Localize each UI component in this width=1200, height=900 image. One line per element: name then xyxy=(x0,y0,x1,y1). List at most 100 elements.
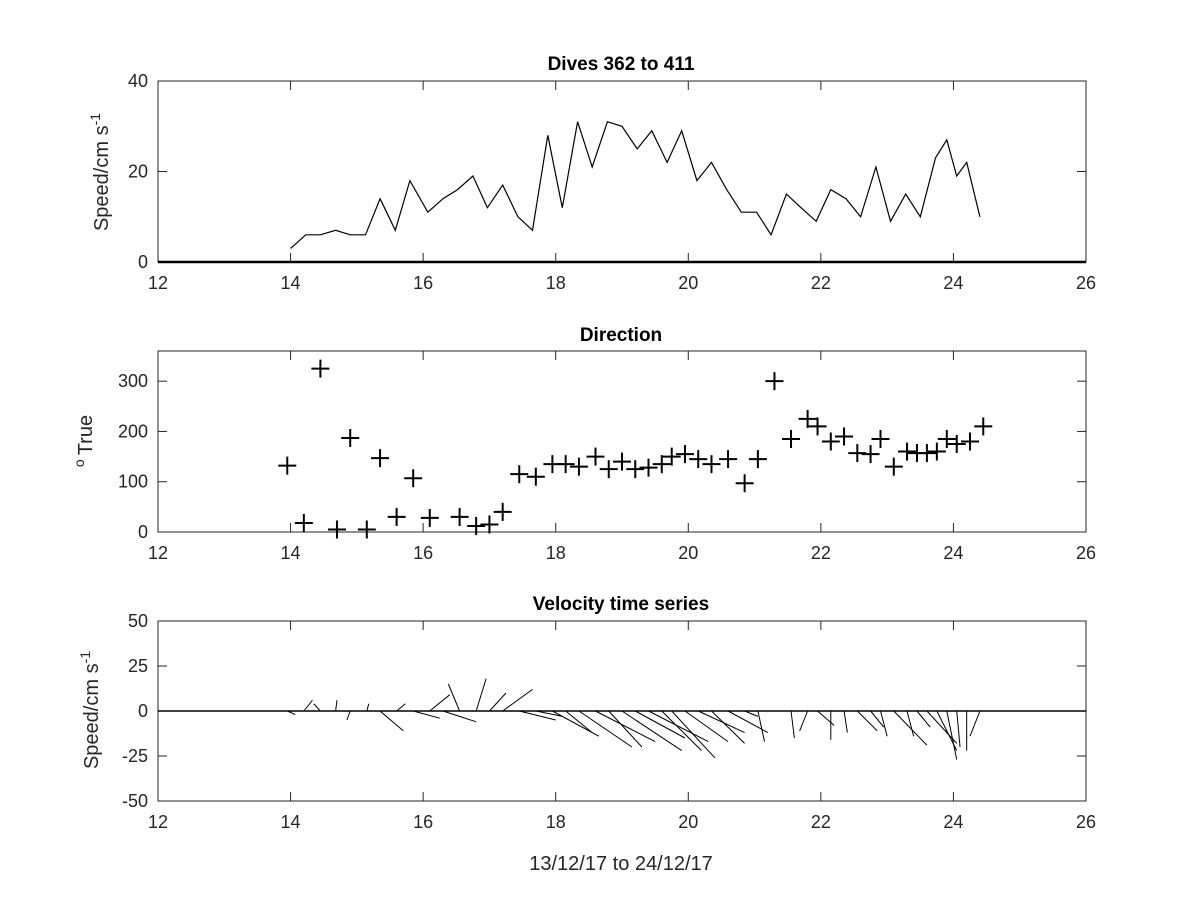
direction-point xyxy=(599,460,618,479)
direction-point xyxy=(898,442,917,461)
direction-point xyxy=(569,457,588,476)
direction-point xyxy=(357,520,376,539)
direction-point xyxy=(294,513,313,532)
direction-point xyxy=(848,444,867,463)
speed-chart-title: Dives 362 to 411 xyxy=(548,54,695,75)
direction-point xyxy=(662,447,681,466)
velocity-stick xyxy=(608,710,643,748)
velocity-stick xyxy=(956,710,961,748)
direction-point xyxy=(961,432,979,451)
velocity-y-tick-label: 50 xyxy=(128,611,148,631)
direction-point xyxy=(835,427,854,446)
direction-point xyxy=(371,449,390,468)
direction-point xyxy=(510,465,529,484)
direction-point xyxy=(735,474,754,493)
speed-y-axis-label-superscript: -1 xyxy=(87,113,103,126)
direction-point xyxy=(652,455,671,474)
direction-y-tick-label: 100 xyxy=(118,472,148,492)
velocity-stick xyxy=(870,710,885,728)
velocity-stick xyxy=(635,710,686,739)
direction-axes-box xyxy=(157,350,1087,533)
velocity-x-axis-label: 13/12/17 to 24/12/17 xyxy=(529,853,713,875)
direction-y-tick-label: 0 xyxy=(138,522,148,542)
direction-point xyxy=(420,508,439,527)
velocity-stick xyxy=(396,703,406,712)
speed-x-tick-label: 18 xyxy=(546,273,566,293)
speed-x-tick-label: 24 xyxy=(943,273,963,293)
direction-point xyxy=(675,445,694,464)
velocity-y-tick-label: -50 xyxy=(122,791,148,811)
velocity-stick xyxy=(817,710,835,726)
direction-point xyxy=(808,417,827,436)
velocity-stick xyxy=(698,710,745,734)
direction-point xyxy=(526,467,545,486)
direction-x-tick-label: 18 xyxy=(546,543,566,563)
velocity-y-tick-label: 0 xyxy=(138,701,148,721)
speed-y-tick-label: 20 xyxy=(128,162,148,182)
velocity-stick xyxy=(684,710,729,743)
velocity-stick xyxy=(578,710,633,748)
speed-y-axis-label-text: Speed/cm s xyxy=(91,125,113,231)
direction-x-tick-label: 12 xyxy=(148,543,168,563)
velocity-x-tick-label: 24 xyxy=(943,812,963,832)
velocity-x-tick-label: 22 xyxy=(811,812,831,832)
velocity-chart-title: Velocity time series xyxy=(533,594,709,615)
direction-point xyxy=(917,444,936,463)
velocity-stick xyxy=(565,710,593,733)
direction-point xyxy=(871,429,890,448)
direction-point xyxy=(480,515,499,534)
speed-y-axis-label: Speed/cm s-1 xyxy=(87,113,113,231)
speed-y-tick-label: 40 xyxy=(128,71,148,91)
direction-y-axis-label: o True xyxy=(71,415,97,467)
velocity-stick xyxy=(429,694,450,712)
direction-point xyxy=(341,428,360,447)
velocity-stick xyxy=(303,699,313,712)
direction-point xyxy=(586,447,605,466)
velocity-panel: Velocity time series Speed/cm s-1 13/12/… xyxy=(77,594,1096,875)
direction-point xyxy=(748,450,767,469)
speed-series-line xyxy=(290,120,981,249)
velocity-stick xyxy=(489,692,507,712)
velocity-x-tick-label: 20 xyxy=(678,812,698,832)
velocity-stick xyxy=(727,710,769,734)
velocity-stick xyxy=(621,710,682,752)
direction-y-axis-label-superscript: o xyxy=(71,459,87,467)
direction-point xyxy=(719,450,738,469)
speed-x-tick-label: 20 xyxy=(678,273,698,293)
velocity-stick xyxy=(799,710,809,731)
velocity-stick xyxy=(519,710,556,721)
velocity-stick xyxy=(916,710,931,728)
direction-y-tick-label: 200 xyxy=(118,421,148,441)
velocity-stick xyxy=(447,683,461,712)
direction-point xyxy=(884,457,903,476)
velocity-stick xyxy=(413,710,440,719)
direction-point xyxy=(765,372,784,391)
velocity-stick xyxy=(843,710,848,733)
direction-point xyxy=(947,435,966,454)
velocity-x-tick-label: 12 xyxy=(148,812,168,832)
direction-x-tick-label: 26 xyxy=(1076,543,1096,563)
velocity-stick xyxy=(535,710,563,717)
velocity-stick xyxy=(880,710,888,737)
velocity-stick xyxy=(648,710,709,743)
velocity-y-tick-label: -25 xyxy=(122,746,148,766)
direction-plot-area: 12 14 16 18 20 22 24 26 0 100 200 300 xyxy=(118,350,1096,563)
direction-point xyxy=(821,432,840,451)
velocity-stick xyxy=(346,710,351,721)
speed-x-tick-label: 22 xyxy=(811,273,831,293)
velocity-plot-area: 12 14 16 18 20 22 24 26 -50 -25 0 25 50 xyxy=(122,611,1096,832)
velocity-y-tick-label: 25 xyxy=(128,656,148,676)
direction-point xyxy=(639,458,658,477)
velocity-x-tick-label: 16 xyxy=(413,812,433,832)
direction-point xyxy=(927,442,946,461)
direction-point xyxy=(689,450,708,469)
velocity-stick xyxy=(744,710,759,717)
velocity-stick xyxy=(856,710,878,732)
velocity-x-tick-label: 14 xyxy=(281,812,301,832)
direction-point xyxy=(311,359,330,378)
velocity-stick xyxy=(711,710,745,744)
velocity-y-axis-label: Speed/cm s-1 xyxy=(77,651,103,769)
direction-x-tick-label: 16 xyxy=(413,543,433,563)
direction-point xyxy=(974,417,993,436)
velocity-stick xyxy=(313,703,321,712)
